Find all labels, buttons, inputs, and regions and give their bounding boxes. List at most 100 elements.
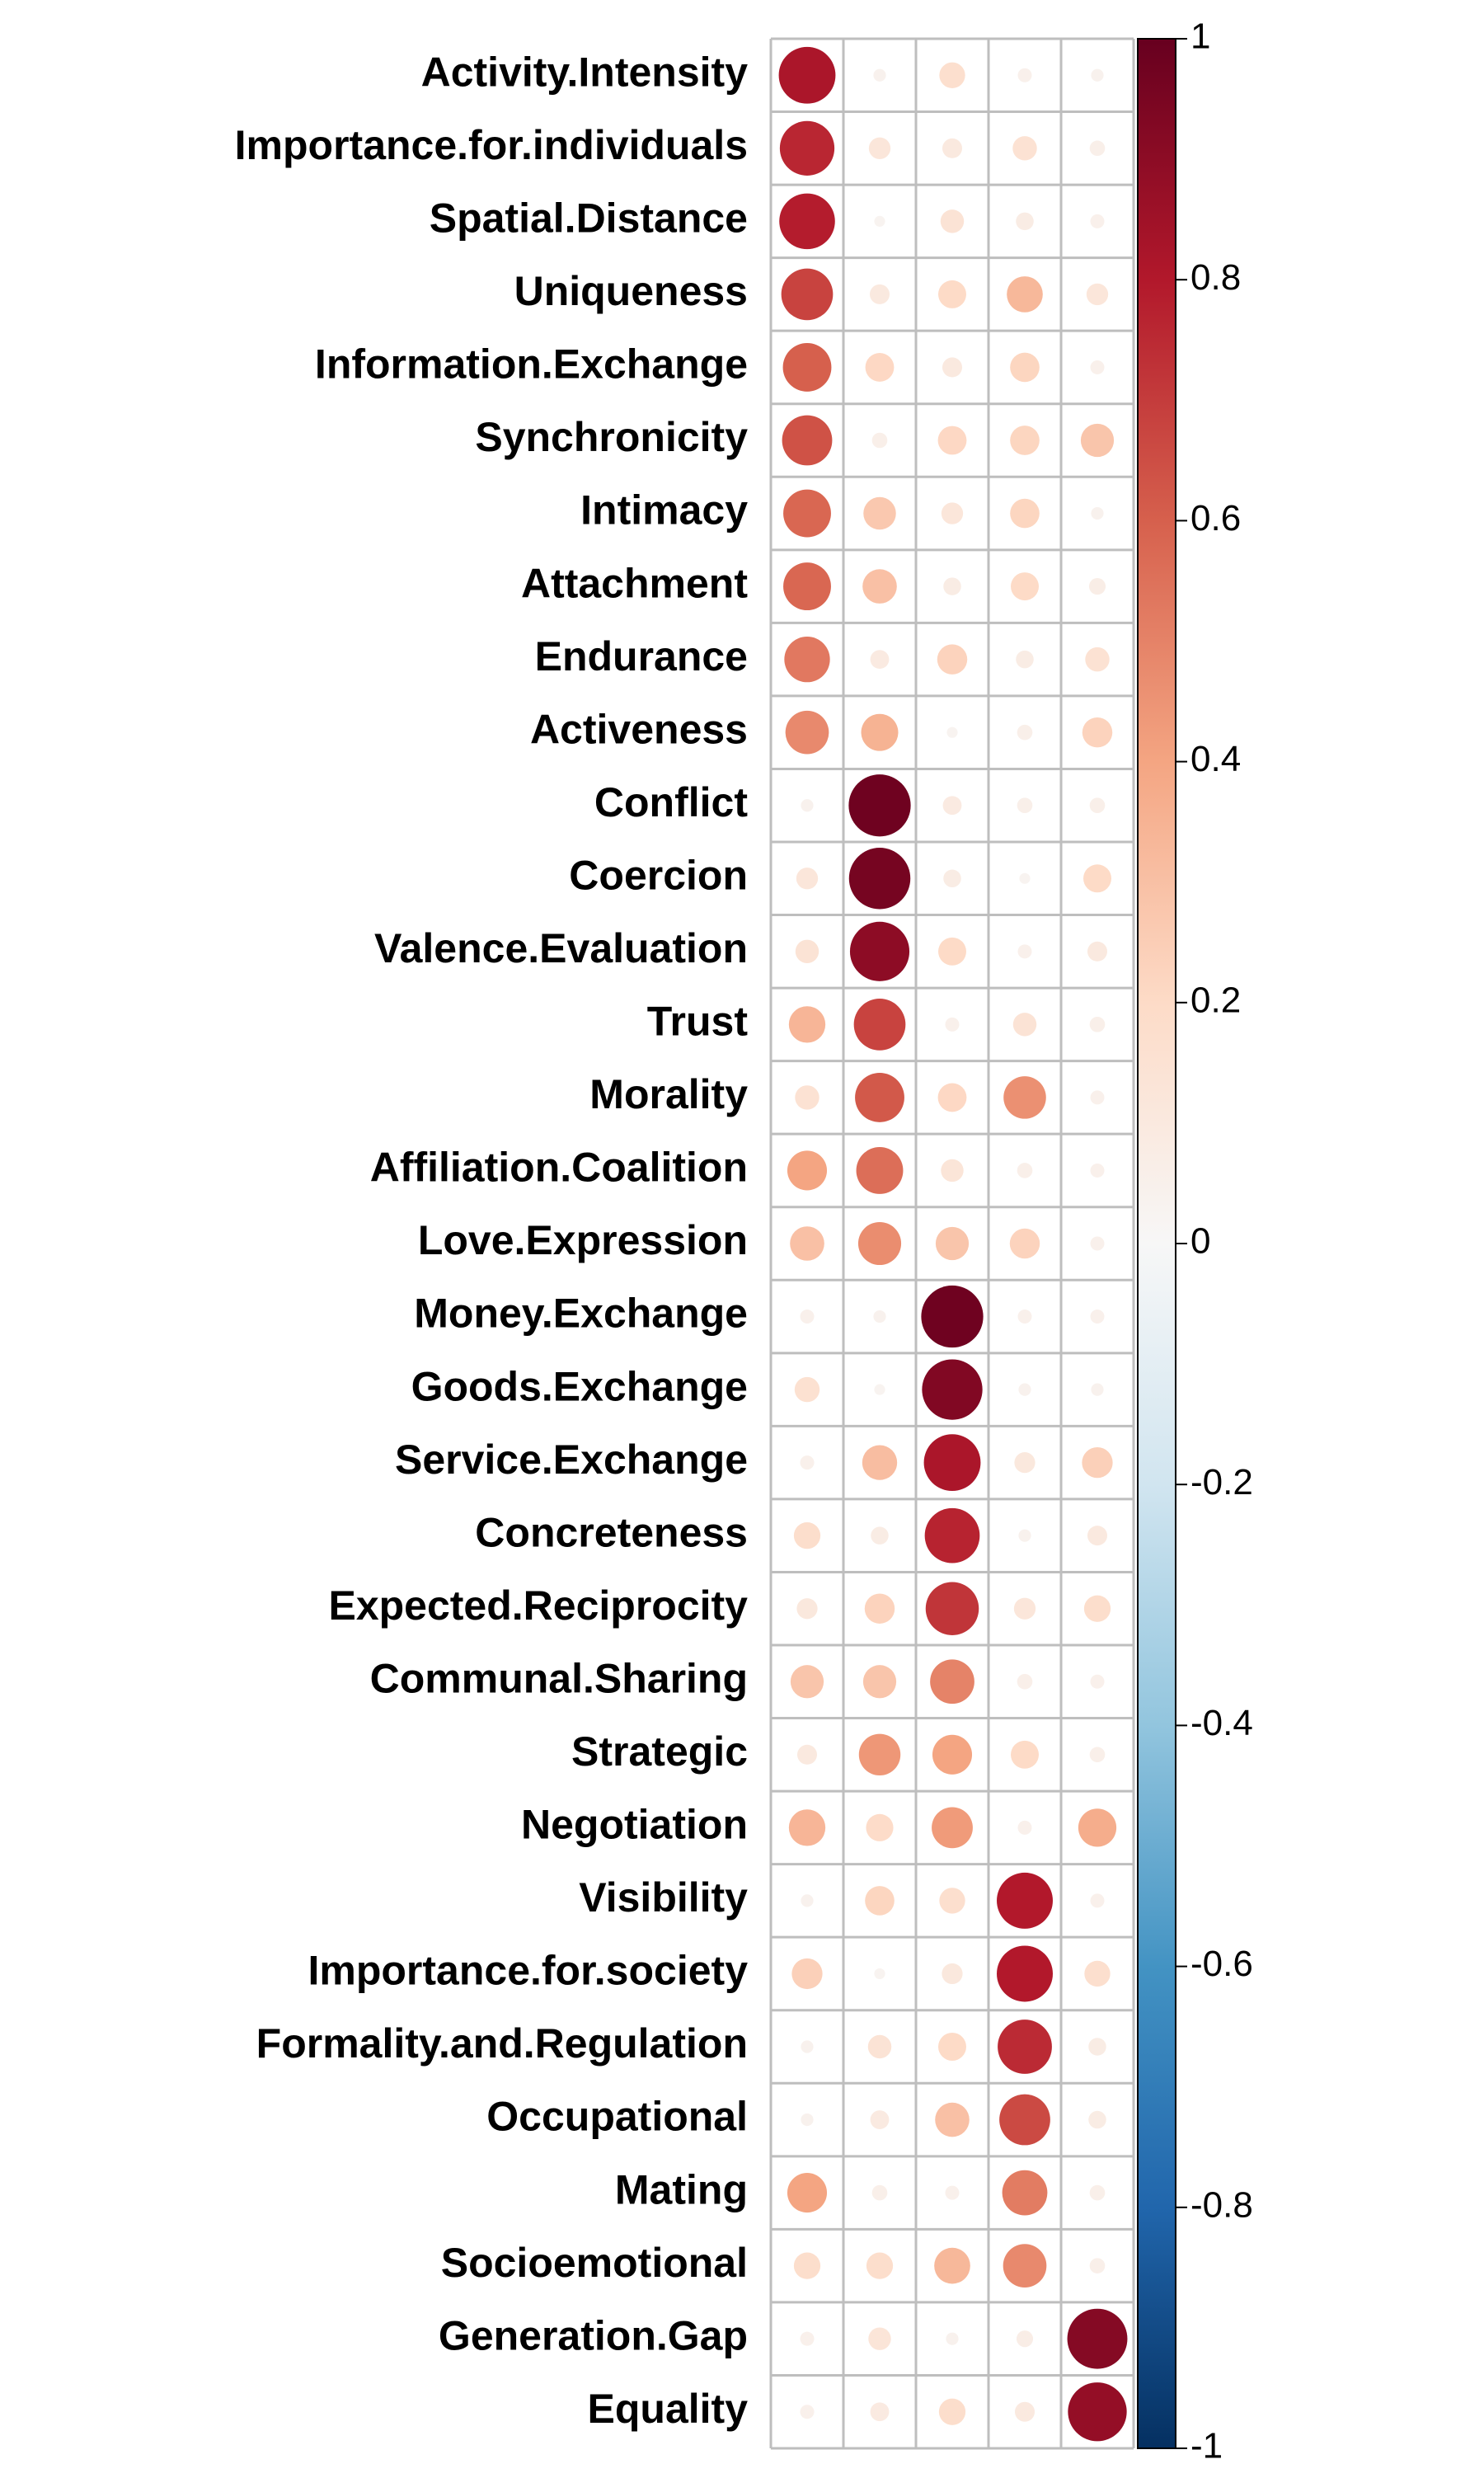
correlation-circle <box>942 138 963 158</box>
row-label: Service.Exchange <box>395 1436 748 1483</box>
correlation-circle <box>1017 68 1032 82</box>
correlation-circle <box>1017 1673 1033 1690</box>
correlation-circle <box>1091 506 1104 520</box>
correlation-circle <box>801 2040 814 2053</box>
row-label: Conflict <box>594 779 748 825</box>
correlation-circle <box>939 62 965 88</box>
row-label: Concreteness <box>475 1509 748 1555</box>
row-label: Coercion <box>569 852 748 898</box>
correlation-circle <box>930 1659 974 1705</box>
correlation-circle <box>1088 578 1106 595</box>
row-label: Intimacy <box>580 487 748 534</box>
correlation-circle <box>1087 1526 1108 1546</box>
correlation-circle <box>782 415 833 466</box>
correlation-circle <box>862 1445 898 1480</box>
correlation-circle <box>866 1813 894 1841</box>
correlation-circle <box>1068 2382 1127 2442</box>
correlation-circle <box>782 343 832 392</box>
correlation-circle <box>946 726 958 738</box>
correlation-circle <box>874 1384 885 1395</box>
correlation-circle <box>943 869 961 888</box>
correlation-circle <box>937 426 967 455</box>
correlation-circle <box>946 2332 959 2345</box>
correlation-circle <box>864 1593 895 1624</box>
correlation-circle <box>942 1963 963 1985</box>
correlation-circle <box>1003 2244 1047 2288</box>
row-label: Occupational <box>486 2094 748 2140</box>
circle-layer <box>778 46 1128 2442</box>
correlation-circle <box>1090 1893 1105 1908</box>
row-label: Love.Expression <box>418 1217 748 1263</box>
correlation-circle <box>1010 352 1040 383</box>
correlation-circle <box>873 1310 886 1324</box>
correlation-circle <box>1011 572 1039 601</box>
row-label: Trust <box>647 999 749 1045</box>
correlation-circle <box>858 1733 901 1776</box>
grid-layer <box>769 37 1135 2450</box>
correlation-circle <box>932 1734 973 1775</box>
correlation-circle <box>874 215 885 227</box>
correlation-circle <box>937 644 968 675</box>
correlation-circle <box>779 120 835 176</box>
correlation-circle <box>857 1221 902 1266</box>
correlation-circle <box>945 1017 960 1032</box>
correlation-circle <box>999 2094 1050 2146</box>
colorbar-tick-label: -0.2 <box>1190 1462 1253 1502</box>
correlation-circle <box>855 1072 904 1122</box>
correlation-circle <box>1017 944 1032 959</box>
correlation-circle <box>848 774 911 837</box>
correlation-circle <box>922 1359 983 1420</box>
correlation-circle <box>923 1434 981 1492</box>
correlation-circle <box>1016 212 1034 231</box>
correlation-circle <box>868 2327 891 2350</box>
colorbar-tick-label: -1 <box>1190 2426 1223 2466</box>
correlation-circle <box>796 1744 818 1765</box>
correlation-circle <box>801 799 814 812</box>
correlation-circle <box>1013 1597 1036 1620</box>
correlation-circle <box>787 1150 828 1191</box>
correlation-circle <box>941 1159 964 1183</box>
correlation-circle <box>1084 1960 1111 1987</box>
correlation-circle <box>868 137 891 159</box>
correlation-circle <box>934 2247 970 2284</box>
correlation-circle <box>863 496 896 530</box>
correlation-circle <box>1089 797 1106 814</box>
correlation-circle <box>871 432 888 449</box>
correlation-circle <box>998 2020 1052 2074</box>
colorbar: 1 0.8 0.6 0.4 0.2 0 -0.2 -0.4 -0.6 -0.8 -1 <box>1137 16 1253 2466</box>
correlation-circle <box>865 1886 895 1916</box>
correlation-circle <box>1016 650 1034 669</box>
correlation-circle <box>1088 2110 1106 2129</box>
correlation-circle <box>862 1665 897 1699</box>
correlation-circle <box>941 502 964 524</box>
correlation-circle <box>945 2185 960 2200</box>
row-label: Activity.Intensity <box>421 49 749 95</box>
row-label: Mating <box>615 2166 748 2212</box>
correlation-circle <box>784 636 830 683</box>
colorbar-tick-label: 0.4 <box>1190 739 1241 779</box>
correlation-circle <box>1003 1076 1046 1119</box>
correlation-circle <box>935 1226 970 1261</box>
correlation-circle <box>1089 140 1106 157</box>
correlation-circle <box>1090 360 1105 374</box>
colorbar-tick-label: 0 <box>1190 1221 1210 1262</box>
correlation-circle <box>921 1285 984 1348</box>
correlation-circle <box>1090 1090 1105 1105</box>
row-label: Information.Exchange <box>315 341 748 388</box>
row-label: Importance.for.society <box>308 1948 749 1994</box>
correlation-circle <box>856 1147 904 1194</box>
colorbar-tick-label: -0.8 <box>1190 2184 1253 2225</box>
correlation-circle <box>801 1894 814 1907</box>
correlation-circle <box>1089 2258 1106 2273</box>
correlation-circle <box>1090 1236 1105 1251</box>
row-label: Money.Exchange <box>414 1291 748 1337</box>
row-label: Spatial.Distance <box>430 195 748 242</box>
correlation-circle <box>1088 2038 1106 2056</box>
correlation-circle <box>871 1526 889 1545</box>
colorbar-tick-label: 0.8 <box>1190 257 1241 298</box>
row-label: Uniqueness <box>514 268 748 314</box>
correlation-circle <box>1089 2184 1106 2201</box>
correlation-circle <box>1089 1747 1106 1763</box>
